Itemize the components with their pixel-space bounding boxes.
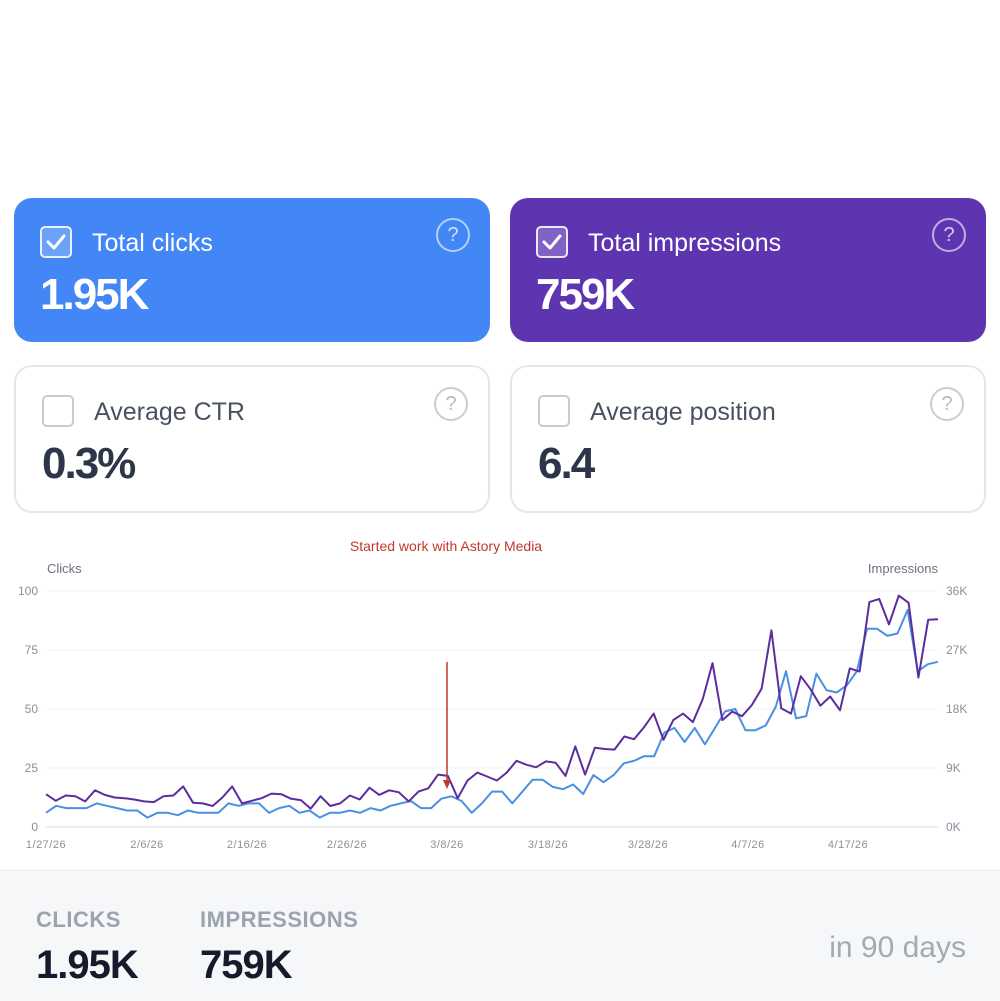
x-tick-label: 4/7/26 xyxy=(731,839,765,851)
checkmark-icon xyxy=(46,234,66,250)
annotation-arrow-head xyxy=(443,780,451,789)
footer-clicks-value: 1.95K xyxy=(36,943,139,987)
left-axis-title: Clicks xyxy=(47,561,82,576)
y-tick-label-right: 18K xyxy=(946,702,967,716)
help-icon[interactable]: ? xyxy=(932,218,966,252)
y-tick-label-left: 100 xyxy=(18,584,38,598)
total-impressions-label: Total impressions xyxy=(588,229,782,257)
checkmark-icon xyxy=(542,234,562,250)
summary-footer: CLICKS 1.95K IMPRESSIONS 759K in 90 days xyxy=(0,870,1000,1001)
y-tick-label-right: 36K xyxy=(946,584,967,598)
x-tick-label: 2/6/26 xyxy=(130,839,164,851)
total-clicks-value: 1.95K xyxy=(40,270,149,319)
help-icon[interactable]: ? xyxy=(434,387,468,421)
average-position-label: Average position xyxy=(590,398,776,426)
average-position-value: 6.4 xyxy=(538,439,595,488)
y-tick-label-left: 75 xyxy=(25,643,39,657)
average-ctr-card[interactable]: Average CTR 0.3% ? xyxy=(14,365,490,513)
total-impressions-card[interactable]: Total impressions 759K ? xyxy=(510,198,986,342)
total-impressions-value: 759K xyxy=(536,270,635,319)
y-tick-label-left: 50 xyxy=(25,702,39,716)
total-clicks-label: Total clicks xyxy=(92,229,213,257)
y-tick-label-left: 25 xyxy=(25,761,39,775)
footer-clicks-label: CLICKS xyxy=(36,907,121,932)
average-position-card[interactable]: Average position 6.4 ? xyxy=(510,365,986,513)
annotation-label: Started work with Astory Media xyxy=(350,538,542,554)
clicks-series-line xyxy=(45,608,939,819)
x-tick-label: 2/16/26 xyxy=(227,839,267,851)
average-position-checkbox[interactable] xyxy=(538,395,570,427)
average-ctr-value: 0.3% xyxy=(42,439,136,488)
x-tick-label: 3/8/26 xyxy=(430,839,464,851)
footer-impressions-label: IMPRESSIONS xyxy=(200,907,359,932)
y-tick-label-left: 0 xyxy=(31,820,38,834)
x-tick-label: 3/18/26 xyxy=(528,839,568,851)
impressions-series-line xyxy=(45,594,939,810)
x-tick-label: 3/28/26 xyxy=(628,839,668,851)
right-axis-title: Impressions xyxy=(868,561,939,576)
help-icon[interactable]: ? xyxy=(436,218,470,252)
y-tick-label-right: 0K xyxy=(946,820,961,834)
footer-period: in 90 days xyxy=(829,931,966,964)
average-ctr-checkbox[interactable] xyxy=(42,395,74,427)
x-tick-label: 1/27/26 xyxy=(26,839,66,851)
y-tick-label-right: 27K xyxy=(946,643,967,657)
performance-chart: 100 36K 75 27K 50 18K 25 9K 0 0K Clicks Impressions… xyxy=(18,538,967,851)
average-ctr-label: Average CTR xyxy=(94,398,245,426)
total-clicks-checkbox[interactable] xyxy=(40,226,72,258)
total-impressions-checkbox[interactable] xyxy=(536,226,568,258)
y-tick-label-right: 9K xyxy=(946,761,961,775)
x-tick-label: 2/26/26 xyxy=(327,839,367,851)
footer-impressions-value: 759K xyxy=(200,943,293,987)
total-clicks-card[interactable]: Total clicks 1.95K ? xyxy=(14,198,490,342)
help-icon[interactable]: ? xyxy=(930,387,964,421)
x-tick-label: 4/17/26 xyxy=(828,839,868,851)
